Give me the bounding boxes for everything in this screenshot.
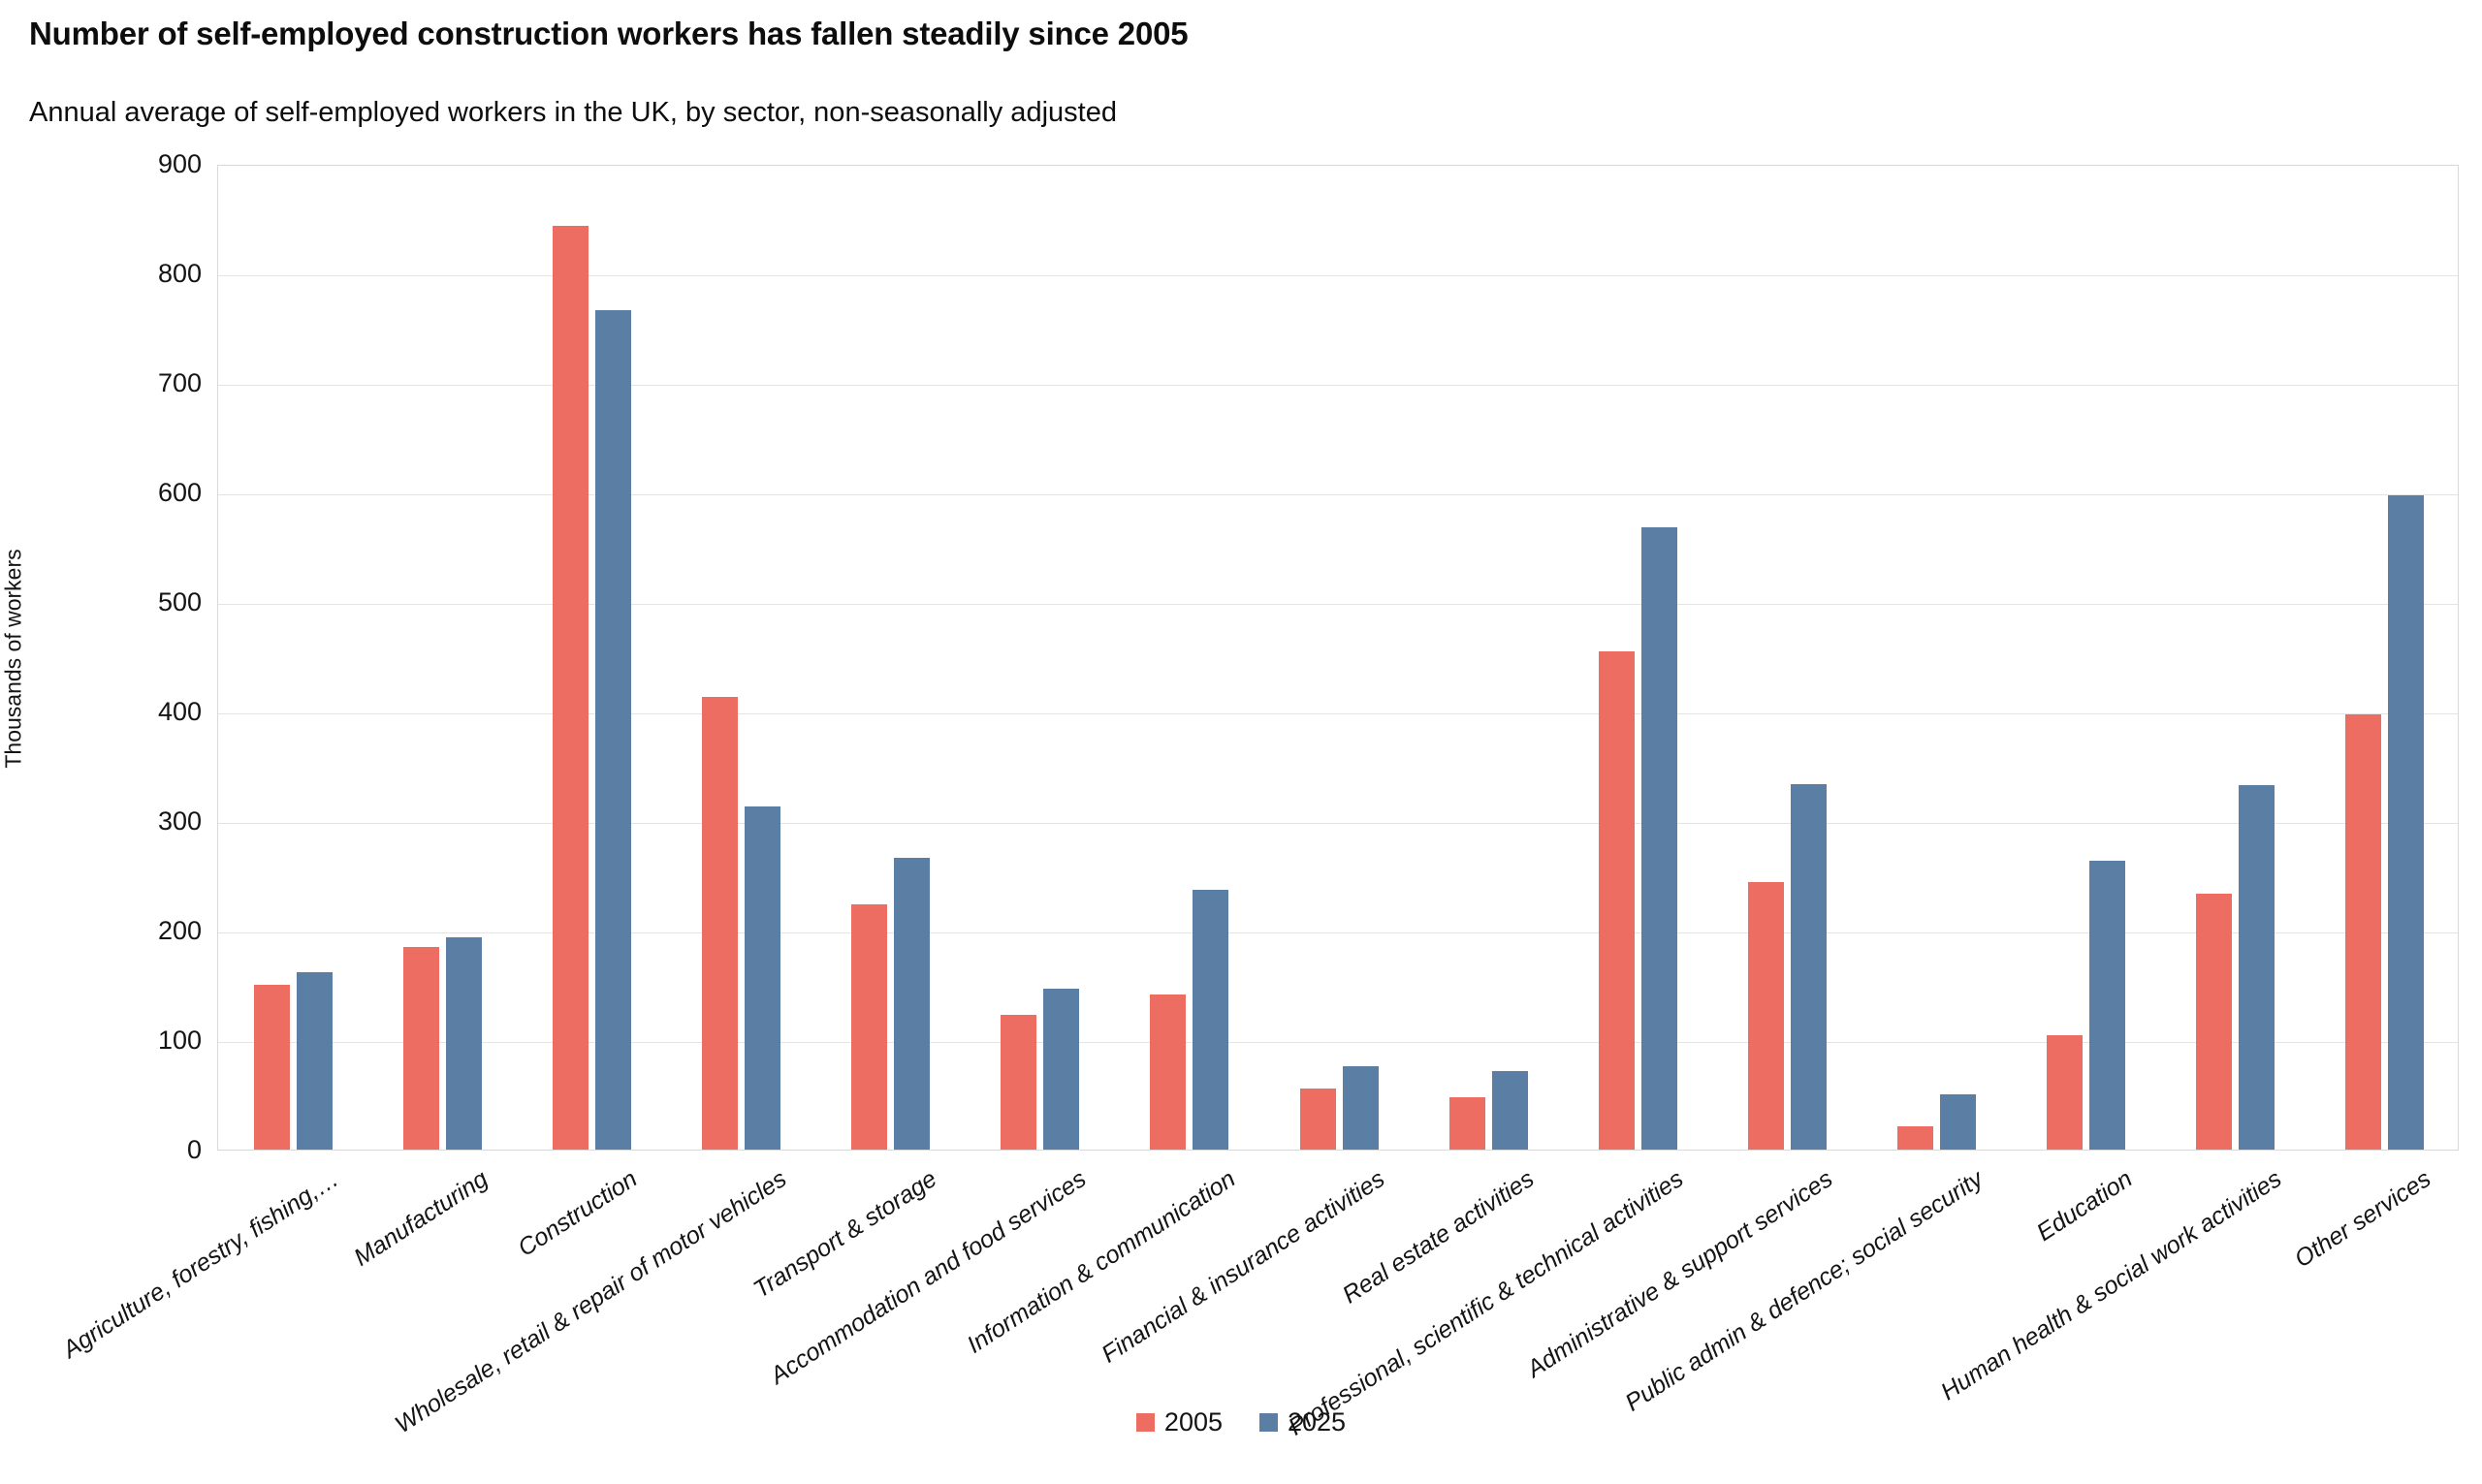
bar-2025-11 (1791, 784, 1827, 1150)
gridline-800 (218, 275, 2458, 276)
y-tick-label-600: 600 (157, 478, 202, 507)
y-tick-label-300: 300 (157, 806, 202, 836)
bar-2025-14 (2239, 785, 2275, 1150)
gridline-200 (218, 932, 2458, 933)
bar-2005-8 (1300, 1089, 1336, 1150)
bar-2005-7 (1150, 995, 1186, 1150)
y-tick-label-100: 100 (157, 1026, 202, 1055)
bar-2025-5 (894, 858, 930, 1150)
bar-2025-12 (1940, 1094, 1976, 1150)
legend-item-2025: 2025 (1259, 1407, 1346, 1437)
legend-swatch-2025 (1259, 1413, 1278, 1432)
bar-2005-5 (851, 904, 887, 1150)
bar-2005-4 (702, 697, 738, 1150)
bar-2005-10 (1599, 651, 1635, 1150)
bar-2025-7 (1193, 890, 1228, 1150)
bar-2005-2 (403, 947, 439, 1150)
bar-2025-13 (2089, 861, 2125, 1150)
bar-2005-12 (1897, 1126, 1933, 1150)
bar-2005-3 (553, 226, 589, 1150)
y-tick-label-500: 500 (157, 587, 202, 616)
legend-swatch-2005 (1135, 1413, 1155, 1432)
chart-subtitle: Annual average of self-employed workers … (29, 97, 1117, 128)
bar-2025-1 (297, 972, 333, 1150)
y-tick-label-0: 0 (186, 1135, 202, 1164)
bar-2025-15 (2388, 495, 2424, 1150)
plot-area (217, 165, 2459, 1151)
gridline-500 (218, 604, 2458, 605)
gridline-400 (218, 713, 2458, 714)
bar-2005-13 (2047, 1035, 2083, 1150)
bar-2005-11 (1748, 882, 1784, 1150)
bar-2005-15 (2345, 714, 2381, 1150)
bar-2025-9 (1492, 1071, 1528, 1150)
legend-item-2005: 2005 (1135, 1407, 1223, 1437)
bar-2005-6 (1001, 1015, 1036, 1150)
bar-2005-9 (1449, 1097, 1485, 1150)
y-axis-label: Thousands of workers (0, 549, 26, 769)
gridline-600 (218, 494, 2458, 495)
y-tick-label-400: 400 (157, 697, 202, 726)
y-tick-label-700: 700 (157, 368, 202, 397)
legend-label-2005: 2005 (1163, 1407, 1223, 1437)
legend: 2005 2025 (0, 1407, 2482, 1437)
gridline-300 (218, 823, 2458, 824)
y-tick-label-900: 900 (157, 149, 202, 178)
gridline-100 (218, 1042, 2458, 1043)
bar-2005-1 (254, 985, 290, 1150)
bar-2025-6 (1043, 989, 1079, 1150)
y-tick-label-800: 800 (157, 259, 202, 288)
bar-2005-14 (2196, 894, 2232, 1150)
bar-2025-3 (595, 310, 631, 1150)
bar-2025-10 (1641, 527, 1677, 1150)
legend-label-2025: 2025 (1288, 1407, 1347, 1437)
chart-title: Number of self-employed construction wor… (29, 16, 1189, 51)
bar-2025-4 (745, 806, 780, 1150)
gridline-700 (218, 385, 2458, 386)
bar-2025-8 (1343, 1066, 1379, 1150)
y-tick-label-200: 200 (157, 916, 202, 945)
bar-2025-2 (446, 937, 482, 1150)
